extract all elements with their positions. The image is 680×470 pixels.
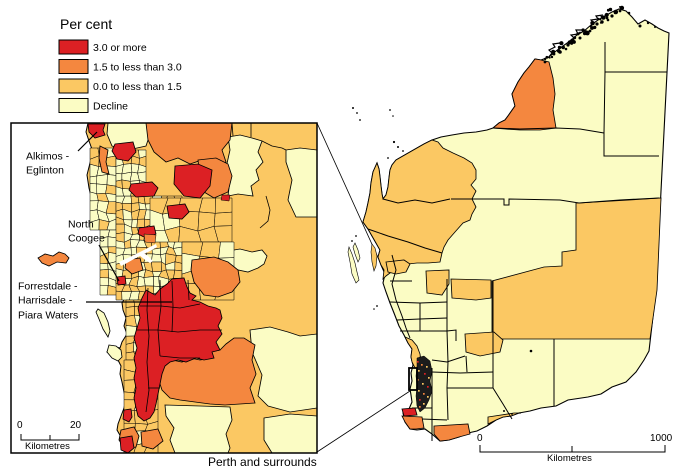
svg-text:20: 20 xyxy=(70,420,82,431)
svg-text:Coogee: Coogee xyxy=(68,233,105,245)
svg-text:North: North xyxy=(68,219,94,231)
svg-text:1000: 1000 xyxy=(650,433,673,444)
svg-text:1.5 to less than 3.0: 1.5 to less than 3.0 xyxy=(93,62,182,74)
svg-text:0.0 to less than 1.5: 0.0 to less than 1.5 xyxy=(93,81,182,93)
svg-text:Forrestdale -: Forrestdale - xyxy=(18,281,78,293)
svg-text:Eglinton: Eglinton xyxy=(26,165,64,177)
svg-text:0: 0 xyxy=(17,420,23,431)
svg-text:Alkimos -: Alkimos - xyxy=(26,151,70,163)
svg-text:Decline: Decline xyxy=(93,101,128,113)
svg-text:Perth and surrounds: Perth and surrounds xyxy=(208,455,317,469)
svg-text:Piara Waters: Piara Waters xyxy=(18,310,78,322)
svg-text:3.0 or more: 3.0 or more xyxy=(93,42,147,54)
svg-text:Kilometres: Kilometres xyxy=(25,441,70,452)
svg-text:Harrisdale -: Harrisdale - xyxy=(18,295,73,307)
svg-text:0: 0 xyxy=(477,433,483,444)
svg-text:Per cent: Per cent xyxy=(60,16,112,32)
svg-text:Kilometres: Kilometres xyxy=(547,453,592,464)
